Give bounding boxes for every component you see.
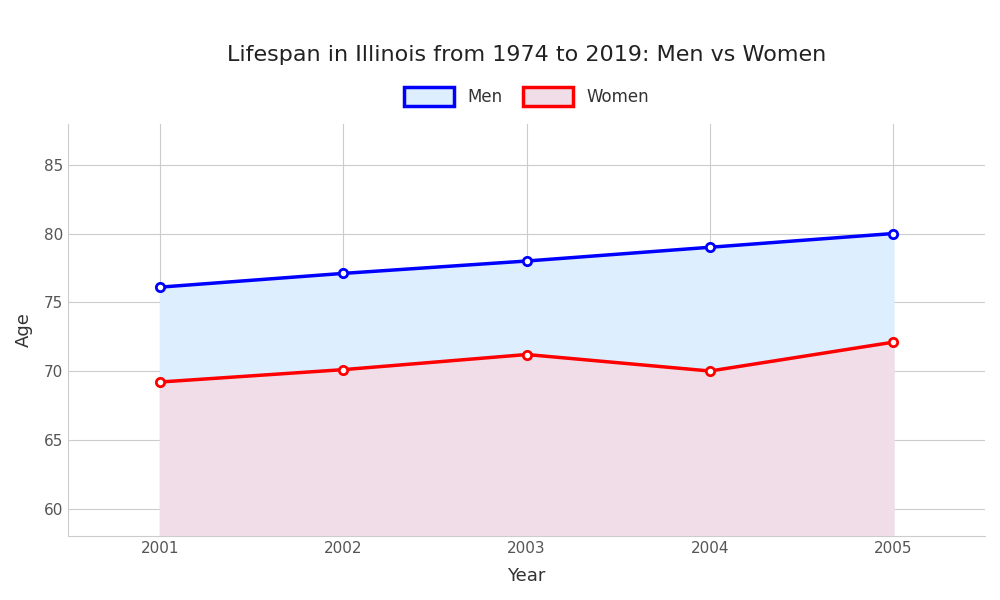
Legend: Men, Women: Men, Women xyxy=(396,78,657,114)
X-axis label: Year: Year xyxy=(507,567,546,585)
Y-axis label: Age: Age xyxy=(15,313,33,347)
Title: Lifespan in Illinois from 1974 to 2019: Men vs Women: Lifespan in Illinois from 1974 to 2019: … xyxy=(227,45,826,65)
